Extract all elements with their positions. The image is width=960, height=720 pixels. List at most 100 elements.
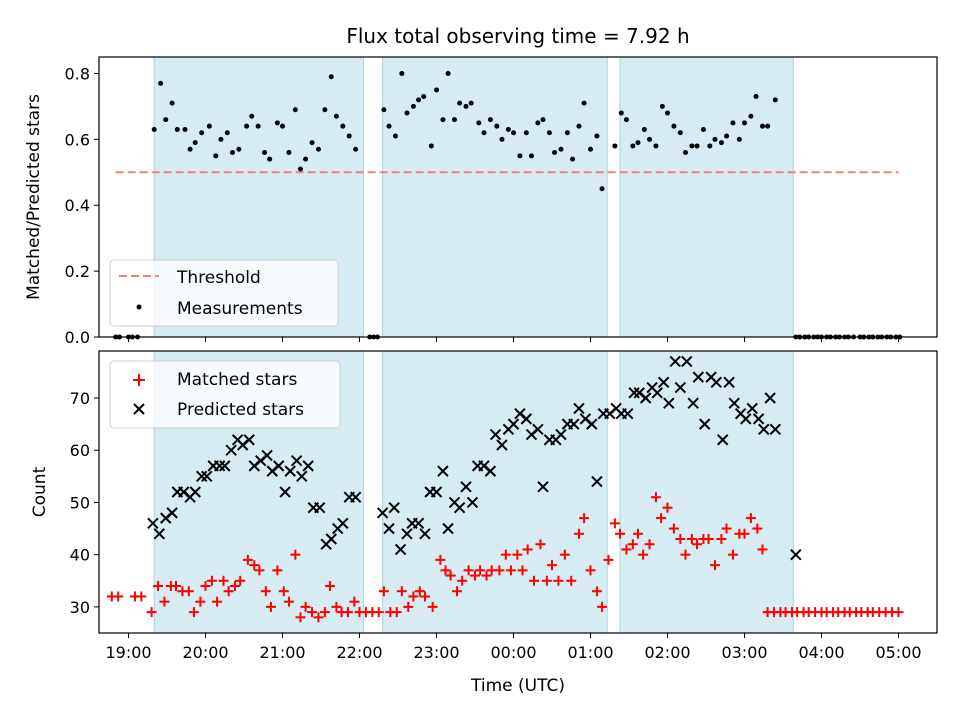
measurement-point (353, 146, 359, 152)
predicted-star-point (489, 428, 502, 441)
measurement-point (694, 143, 700, 149)
matched-star-point (752, 523, 763, 534)
matched-stars-points (106, 492, 904, 623)
measurement-point (381, 107, 387, 113)
matched-star-point (463, 565, 474, 576)
matched-star-point (662, 502, 673, 513)
top-legend-box (109, 259, 339, 327)
measurement-point (505, 126, 511, 132)
matched-star-point (535, 539, 546, 550)
measurement-point (635, 140, 641, 146)
predicted-star-point (166, 507, 178, 519)
measurement-point (218, 136, 224, 142)
predicted-star-point (201, 470, 213, 483)
matched-star-point (692, 539, 703, 550)
measurement-point (416, 97, 422, 103)
matched-star-point (349, 596, 360, 607)
matched-star-point (445, 570, 456, 581)
predicted-star-point (496, 439, 508, 451)
matched-star-point (414, 586, 425, 597)
measurement-point (665, 110, 671, 116)
matched-legend-label: Matched stars (177, 370, 297, 390)
predicted-legend-label: Predicted stars (177, 400, 304, 420)
x-tick-label: 19:00 (105, 643, 151, 662)
measurement-point (558, 146, 564, 152)
matched-star-point (307, 607, 318, 618)
matched-star-point (195, 596, 206, 607)
predicted-star-point (723, 376, 735, 389)
matched-star-point (408, 591, 419, 602)
measurement-point (487, 117, 493, 123)
predicted-star-point (622, 407, 634, 420)
x-tick-label: 01:00 (567, 643, 613, 662)
measurement-point (753, 94, 759, 100)
predicted-star-point (573, 402, 585, 415)
bottom-legend: Matched stars Predicted stars (109, 360, 341, 429)
predicted-star-point (657, 376, 670, 389)
matched-star-point (391, 607, 402, 618)
predicted-star-point (290, 454, 303, 467)
measurement-point (392, 133, 398, 139)
predicted-star-point (663, 397, 675, 409)
matched-legend-marker (133, 374, 145, 386)
measurement-point (404, 110, 410, 116)
measurement-point (552, 150, 558, 156)
y-tick-label: 0.6 (65, 130, 90, 149)
x-tick-label: 00:00 (490, 643, 536, 662)
measurement-point (689, 143, 695, 149)
matched-star-point (475, 565, 486, 576)
y-tick-label: 60 (70, 441, 90, 460)
predicted-star-point (716, 434, 729, 446)
predicted-star-point (537, 481, 549, 493)
measurement-point (581, 100, 587, 106)
measurement-point (249, 113, 255, 119)
matched-star-point (745, 513, 756, 524)
matched-star-point (218, 575, 229, 586)
matched-star-point (146, 607, 157, 618)
predicted-star-point (764, 392, 776, 404)
measurement-point (736, 136, 742, 142)
matched-star-point (615, 528, 626, 539)
predicted-star-point (325, 533, 337, 545)
measurement-point (570, 156, 576, 162)
measurement-point (535, 120, 541, 126)
matched-star-point (290, 549, 301, 560)
matched-star-point (300, 601, 311, 612)
predicted-star-point (195, 470, 208, 483)
measurement-point (528, 153, 534, 159)
bottom-x-axis-label: Time (UTC) (470, 676, 565, 696)
predicted-star-point (314, 501, 326, 514)
measurement-point (187, 146, 193, 152)
measurement-point (192, 140, 198, 146)
matched-star-point (668, 523, 679, 534)
measurement-point (623, 117, 629, 123)
matched-star-point (427, 601, 438, 612)
bottom-legend-box (109, 360, 341, 429)
matched-star-point (727, 549, 738, 560)
measurement-point (588, 146, 594, 152)
measurement-point (340, 123, 346, 129)
measurement-point (523, 130, 529, 136)
matched-star-point (136, 591, 147, 602)
matched-star-point (419, 591, 430, 602)
observing-window-3 (619, 56, 794, 338)
measurement-point (322, 107, 328, 113)
matched-star-point (585, 565, 596, 576)
matched-star-point (260, 586, 271, 597)
matched-star-point (212, 596, 223, 607)
top-y-axis: 0.0 0.2 0.4 0.6 0.8 (65, 64, 99, 347)
predicted-star-point (520, 413, 533, 425)
measurement-point (229, 150, 235, 156)
measurement-point (440, 117, 446, 123)
top-y-axis-label: Matched/Predicted stars (24, 94, 44, 300)
matched-star-point (324, 581, 335, 591)
predicted-star-point (219, 460, 231, 472)
bottom-panel: 30 40 50 60 70 19:00 20:00 21:00 22:00 23:00 00:0… (30, 350, 938, 696)
measurement-point (333, 113, 339, 119)
matched-star-point (435, 554, 446, 565)
measurement-point (151, 126, 157, 132)
matched-star-point (579, 513, 590, 524)
matched-star-point (254, 565, 265, 576)
matched-star-point (709, 560, 720, 571)
